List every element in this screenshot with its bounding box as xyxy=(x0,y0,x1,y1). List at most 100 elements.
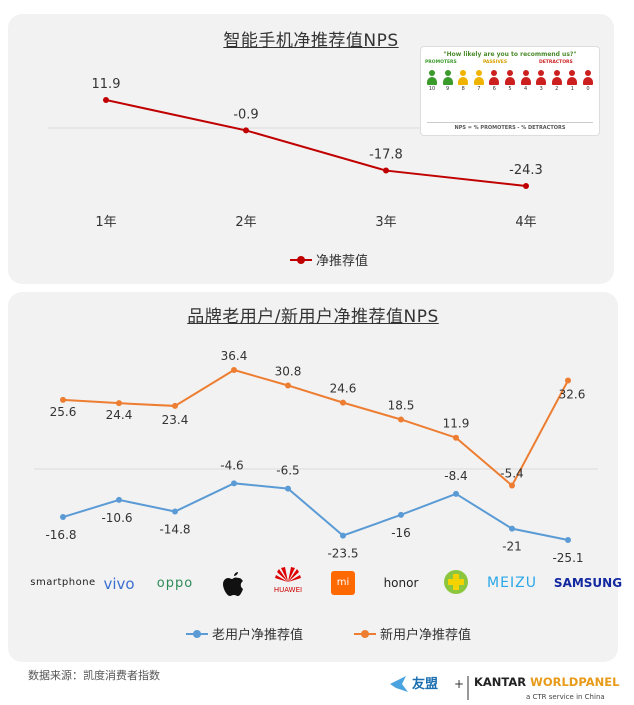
data-point xyxy=(116,400,122,407)
legend-label: 新用户净推荐值 xyxy=(380,628,472,643)
person-body xyxy=(489,77,500,85)
data-label: -14.8 xyxy=(159,523,190,537)
nps-explainer-card: "How likely are you to recommend us?" PR… xyxy=(420,46,600,136)
brand-label: vivo xyxy=(103,574,135,593)
data-label: 24.6 xyxy=(330,382,357,396)
score-person-icon: 8 xyxy=(457,70,469,92)
data-point xyxy=(398,511,404,518)
data-label: -21 xyxy=(502,540,522,554)
person-body xyxy=(520,77,531,85)
person-body xyxy=(473,77,484,85)
brand-label: mi xyxy=(331,571,355,595)
data-point xyxy=(398,416,404,423)
data-point xyxy=(60,396,66,403)
person-head xyxy=(584,70,591,76)
data-label: -17.8 xyxy=(369,148,403,163)
score-person-icon: 7 xyxy=(473,70,485,92)
coolpad-logo-icon xyxy=(421,568,491,600)
data-point xyxy=(103,97,109,103)
data-point xyxy=(285,382,291,389)
score-number: 2 xyxy=(555,86,559,92)
legend-swatch xyxy=(186,629,208,638)
data-label: -16 xyxy=(391,526,411,540)
series-line-new-users xyxy=(62,368,569,488)
data-label: -16.8 xyxy=(45,528,76,542)
brand-label: oppo xyxy=(156,575,194,591)
data-label: 30.8 xyxy=(275,364,302,378)
data-label: -6.5 xyxy=(276,464,299,478)
x-tick-label: 2年 xyxy=(235,215,256,230)
plus-sign: + xyxy=(454,677,464,691)
score-number: 8 xyxy=(461,86,465,92)
data-label: 11.9 xyxy=(443,417,470,431)
score-number: 3 xyxy=(539,86,543,92)
score-number: 0 xyxy=(586,86,590,92)
legend-swatch xyxy=(290,255,312,264)
umeng-bird-icon xyxy=(390,676,408,692)
score-person-icon: 10 xyxy=(426,70,438,92)
score-number: 1 xyxy=(570,86,574,92)
data-label: -8.4 xyxy=(444,469,467,483)
data-point xyxy=(453,434,459,441)
data-point xyxy=(565,377,571,384)
legend-label: 老用户净推荐值 xyxy=(212,628,304,643)
umeng-logo: 友盟 xyxy=(390,676,438,692)
chart-title: 品牌老用户/新用户净推荐值NPS xyxy=(187,307,439,327)
brand-label: HUAWEI xyxy=(273,586,303,594)
data-source: 数据来源：凯度消费者指数 xyxy=(28,669,160,682)
data-label: -24.3 xyxy=(509,163,543,178)
data-label: -23.5 xyxy=(327,547,358,561)
data-point xyxy=(453,490,459,497)
legend-item-nps: 净推荐值 xyxy=(290,250,368,269)
legend-item-new-users: 新用户净推荐值 xyxy=(354,624,471,643)
brand-nps-chart: -16.8 -10.6 -14.8 -4.6 -6.5 -23.5 -16 -8.4 -21 -2… xyxy=(34,349,598,565)
data-point xyxy=(243,127,249,134)
person-head xyxy=(429,70,435,76)
huawei-logo-icon: HUAWEI xyxy=(253,566,323,594)
data-point xyxy=(231,480,237,487)
score-number: 5 xyxy=(508,86,512,92)
worldpanel-word: WORLDPANEL xyxy=(530,675,620,689)
person-head xyxy=(538,70,545,76)
kantar-word: KANTAR xyxy=(474,675,530,689)
person-body xyxy=(551,77,562,85)
person-head xyxy=(460,70,467,76)
data-label: -10.6 xyxy=(101,511,132,525)
legend-label: 净推荐值 xyxy=(316,254,369,269)
score-figures: 10 9 8 7 6 5 4 3 2 1 0 xyxy=(421,70,599,92)
data-point xyxy=(523,183,529,189)
nps-question: "How likely are you to recommend us?" xyxy=(443,51,577,58)
score-number: 10 xyxy=(428,86,436,92)
data-label: -25.1 xyxy=(552,551,583,565)
data-label: 25.6 xyxy=(50,405,77,419)
data-label: -5.4 xyxy=(500,467,523,481)
kantar-subtitle: a CTR service in China xyxy=(526,693,605,701)
data-point xyxy=(231,367,237,373)
brand-label: smartphone xyxy=(30,577,96,588)
data-label: -4.6 xyxy=(220,458,243,472)
score-person-icon: 5 xyxy=(504,70,516,92)
score-number: 9 xyxy=(446,86,450,92)
person-body xyxy=(504,77,515,85)
data-point xyxy=(340,399,346,406)
person-body xyxy=(567,77,578,85)
data-point xyxy=(383,167,389,174)
score-number: 4 xyxy=(523,86,528,92)
person-head xyxy=(475,70,482,76)
brand-label: honor xyxy=(383,576,419,590)
score-person-icon: 2 xyxy=(551,70,563,92)
brand-label: SAMSUNG xyxy=(553,576,623,590)
partner-logos: 友盟 + KANTAR WORLDPANEL a CTR service in … xyxy=(390,675,620,701)
score-number: 7 xyxy=(477,86,481,92)
kantar-logo: KANTAR WORLDPANEL a CTR service in China xyxy=(474,675,620,701)
data-point xyxy=(285,485,291,492)
data-point xyxy=(509,482,515,489)
score-person-icon: 1 xyxy=(566,70,578,92)
data-label: 24.4 xyxy=(106,408,133,422)
data-point xyxy=(116,496,122,503)
person-head xyxy=(522,70,529,76)
person-body xyxy=(427,77,437,85)
nps-trend-panel: 智能手机净推荐值NPS 11.9 -0.9 -17.8 -24.3 1年 2年 3年 4年 "… xyxy=(8,14,614,284)
data-point xyxy=(565,537,571,543)
passives-label: PASSIVES xyxy=(483,60,508,65)
